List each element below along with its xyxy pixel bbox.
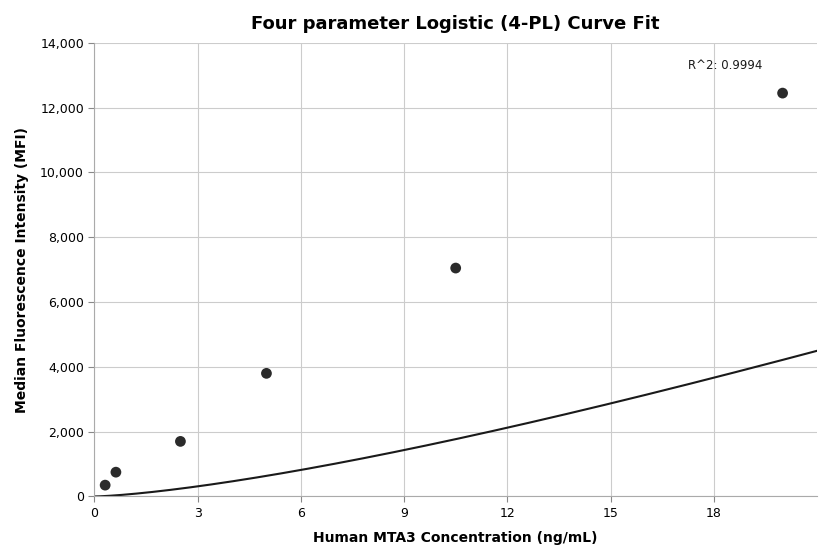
Y-axis label: Median Fluorescence Intensity (MFI): Median Fluorescence Intensity (MFI) <box>15 127 29 413</box>
Point <box>776 88 790 97</box>
Point <box>260 369 273 378</box>
X-axis label: Human MTA3 Concentration (ng/mL): Human MTA3 Concentration (ng/mL) <box>314 531 598 545</box>
Point <box>98 480 111 489</box>
Title: Four parameter Logistic (4-PL) Curve Fit: Four parameter Logistic (4-PL) Curve Fit <box>251 15 660 33</box>
Point <box>174 437 187 446</box>
Text: R^2: 0.9994: R^2: 0.9994 <box>687 59 762 72</box>
Point <box>109 468 122 477</box>
Point <box>449 264 463 273</box>
